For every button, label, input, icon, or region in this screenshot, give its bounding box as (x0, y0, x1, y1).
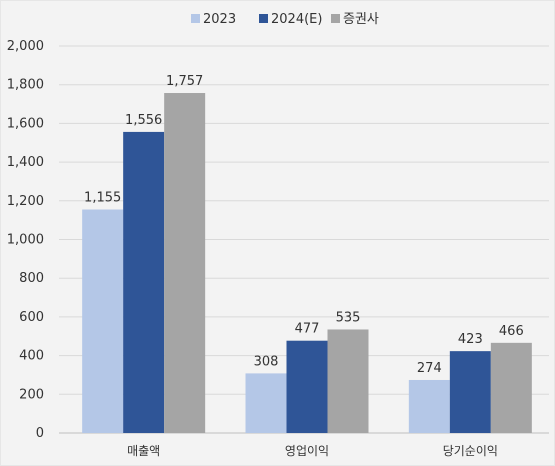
legend-label: 증권사 (343, 12, 379, 27)
data-label: 1,757 (166, 74, 203, 89)
bar-2-3 (449, 351, 491, 433)
bar-2-1 (123, 131, 165, 433)
category-label: 영업이익 (285, 444, 329, 458)
bar-1-3 (408, 379, 450, 433)
legend-swatch (331, 14, 340, 23)
bar-2-2 (286, 340, 328, 433)
data-label: 1,155 (84, 191, 121, 206)
y-tick-label: 1,600 (7, 116, 44, 131)
data-label: 1,556 (125, 113, 162, 128)
legend-label: 2023 (203, 12, 236, 27)
data-label: 535 (336, 310, 361, 325)
data-label: 477 (295, 322, 320, 337)
legend-swatch (259, 14, 268, 23)
legend-label: 2024(E) (271, 12, 322, 27)
y-tick-label: 1,400 (7, 155, 44, 170)
data-label: 274 (417, 361, 442, 376)
y-tick-label: 800 (19, 271, 44, 286)
data-label: 466 (499, 324, 524, 339)
bar-1-2 (245, 373, 287, 433)
y-tick-label: 200 (19, 387, 44, 402)
y-tick-label: 1,000 (7, 233, 44, 248)
data-label: 423 (458, 332, 483, 347)
category-label: 당기순이익 (443, 444, 498, 458)
y-tick-label: 1,800 (7, 78, 44, 93)
y-tick-label: 0 (36, 426, 44, 441)
data-label: 308 (254, 354, 279, 369)
bar-3-2 (327, 329, 369, 433)
bar-1-1 (82, 209, 124, 433)
y-tick-label: 2,000 (7, 39, 44, 54)
y-tick-label: 400 (19, 349, 44, 364)
legend-swatch (191, 14, 200, 23)
category-label: 매출액 (127, 444, 160, 458)
bar-3-3 (490, 342, 532, 433)
y-tick-label: 1,200 (7, 194, 44, 209)
y-tick-label: 600 (19, 310, 44, 325)
bar-3-1 (164, 93, 206, 433)
